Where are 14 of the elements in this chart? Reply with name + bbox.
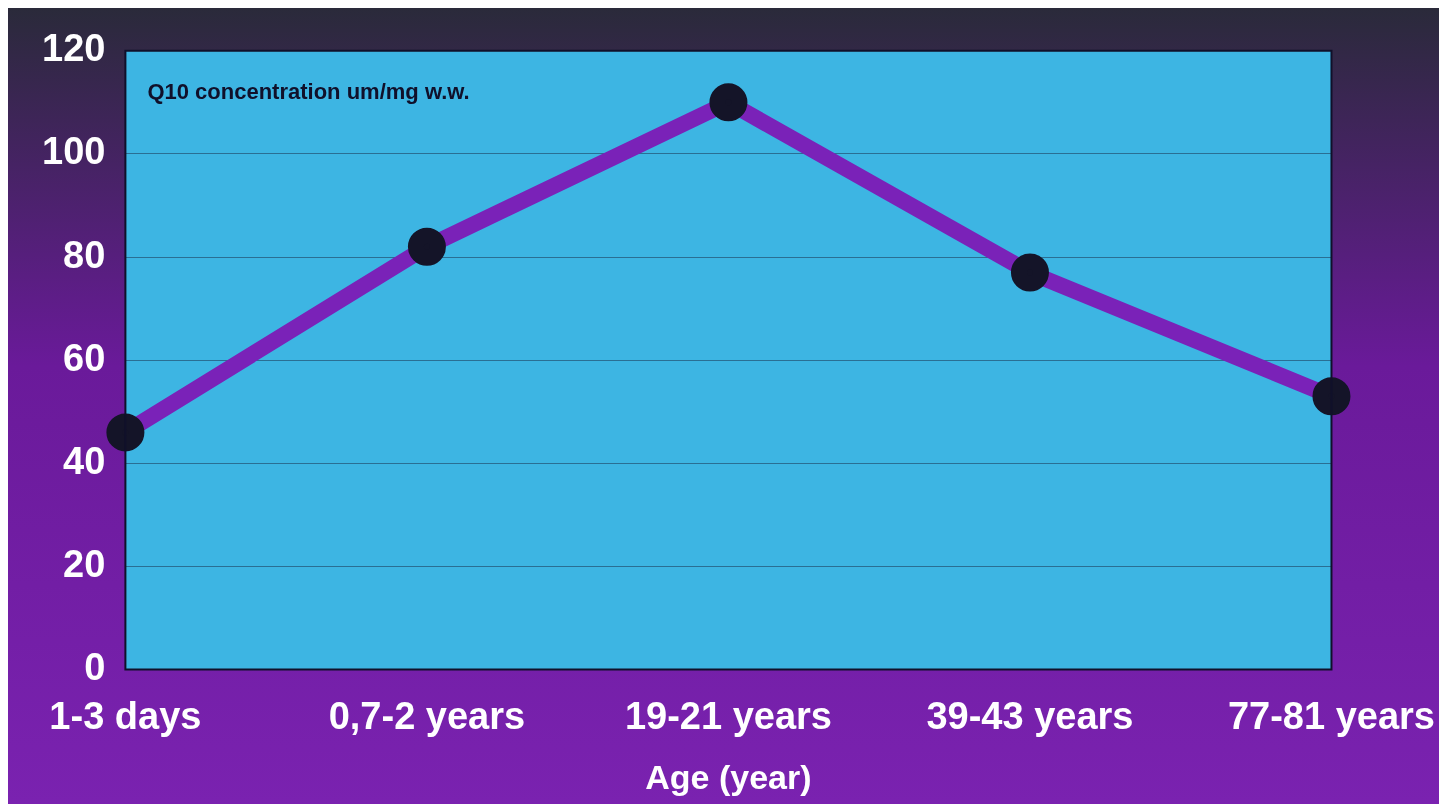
x-tick-label: 1-3 days (49, 694, 202, 737)
x-tick-label: 39-43 years (926, 694, 1134, 737)
y-tick-label: 120 (42, 27, 106, 70)
text: Q10 concentration um/mg w.w. (147, 78, 470, 104)
y-tick-label: 60 (63, 336, 106, 379)
y-tick-label: 0 (84, 646, 106, 689)
x-tick-label: 19-21 years (624, 694, 832, 737)
y-tick-label: 40 (63, 439, 106, 482)
y-tick-label: 20 (63, 542, 106, 585)
x-axis-title: Age (year) (645, 757, 812, 796)
y-tick-label: 100 (42, 130, 106, 173)
y-tick-label: 80 (63, 233, 106, 276)
x-tick-label: 77-81 years (1227, 694, 1435, 737)
x-tick-label: 0,7-2 years (328, 694, 526, 737)
